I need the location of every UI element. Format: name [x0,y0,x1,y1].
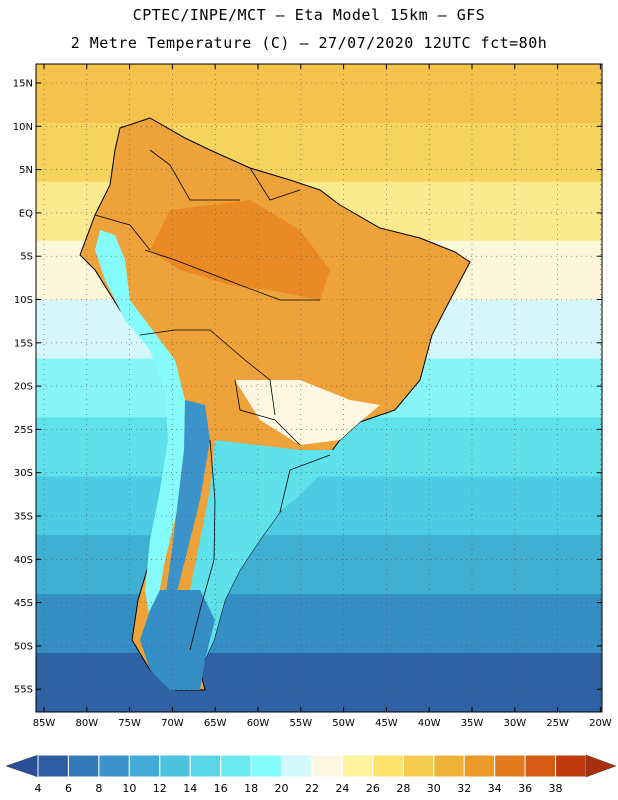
colorbar-label: 18 [244,782,258,795]
colorbar-swatch [189,754,222,778]
latitude-label: 10N [13,122,33,133]
ocean-band [36,594,602,655]
colorbar-label: 12 [153,782,167,795]
colorbar-label: 30 [427,782,441,795]
longitude-label: 45W [375,718,398,729]
colorbar-label: 14 [183,782,197,795]
colorbar-max-arrow [585,754,617,778]
colorbar-swatch [159,754,191,778]
longitude-label: 65W [204,718,227,729]
colorbar-swatch [433,754,465,778]
longitude-label: 60W [247,718,270,729]
colorbar-label: 8 [95,782,102,795]
patagonia-cold [140,590,215,690]
longitude-label: 35W [461,718,484,729]
southern-cone-cool [185,440,340,670]
ocean-band [36,64,602,124]
longitude-label: 30W [503,718,526,729]
colorbar-swatch [402,754,435,778]
colorbar-label: 26 [366,782,380,795]
colorbar-swatch [494,754,526,778]
colorbar-label: 34 [488,782,502,795]
latitude-label: EQ [19,208,33,219]
colorbar-swatch [220,754,252,778]
ocean-band [36,653,602,712]
latitude-label: 50S [14,641,33,652]
country-borders [94,149,331,651]
longitude-label: 85W [33,718,56,729]
map-subtitle: 2 Metre Temperature (C) – 27/07/2020 12U… [70,34,548,52]
longitude-label: 25W [546,718,569,729]
andes-cold-strip [165,400,210,620]
map-frame [35,63,603,713]
colorbar-label: 36 [518,782,532,795]
latitude-labels: 15N 10N 5N EQ 5S 10S 15S 20S 25S 30S 35S 40S 45S 50S 5… [13,79,33,696]
latitude-label: 20S [14,382,33,393]
colorbar-swatch [311,754,343,778]
south-brazil-mild [235,380,380,445]
ocean-band [36,476,602,537]
latitude-label: 15N [13,79,33,90]
latitude-label: 15S [14,338,33,349]
colorbar-swatch [463,754,496,778]
colorbar-label: 10 [122,782,136,795]
colorbar-label: 28 [396,782,410,795]
colorbar-swatch [281,754,313,778]
colorbar-swatch [37,754,69,778]
latitude-label: 5S [20,252,33,263]
colorbar-label: 20 [275,782,289,795]
colorbar: 4 6 8 10 12 14 16 18 20 22 24 26 28 30 32 34 36 38 [5,754,617,795]
latitude-label: 10S [14,295,33,306]
longitude-label: 50W [332,718,355,729]
colorbar-label: 24 [335,782,349,795]
colorbar-swatch [341,754,374,778]
latitude-label: 35S [14,512,33,523]
longitude-label: 40W [418,718,441,729]
colorbar-swatch [98,754,130,778]
graticule [36,64,602,712]
longitude-label: 70W [161,718,184,729]
colorbar-swatch [555,754,587,778]
longitude-label: 75W [118,718,141,729]
latitude-label: 25S [14,425,33,436]
colorbar-label: 6 [65,782,72,795]
colorbar-swatch [250,754,283,778]
andes-cool-strip [95,230,190,620]
latitude-label: 30S [14,468,33,479]
colorbar-label: 32 [457,782,471,795]
colorbar-label: 4 [35,782,42,795]
latitude-label: 55S [14,685,33,696]
latitude-label: 45S [14,598,33,609]
longitude-label: 55W [289,718,312,729]
colorbar-swatch [128,754,161,778]
latitude-label: 40S [14,555,33,566]
colorbar-min-arrow [5,754,39,778]
colorbar-label: 16 [214,782,228,795]
longitude-label: 80W [75,718,98,729]
colorbar-label: 22 [305,782,319,795]
axis-ticks [36,64,602,712]
amazon-hot-region [150,200,330,300]
map-title: CPTEC/INPE/MCT – Eta Model 15km – GFS [132,6,486,24]
colorbar-swatch [67,754,100,778]
latitude-label: 5N [19,165,33,176]
colorbar-swatch [372,754,404,778]
longitude-labels: 85W 80W 75W 70W 65W 60W 55W 50W 45W 40W 35W 30W 25W 2… [33,718,612,729]
longitude-label: 20W [589,718,612,729]
ocean-band [36,535,602,596]
colorbar-label: 38 [549,782,563,795]
colorbar-swatch [524,754,557,778]
